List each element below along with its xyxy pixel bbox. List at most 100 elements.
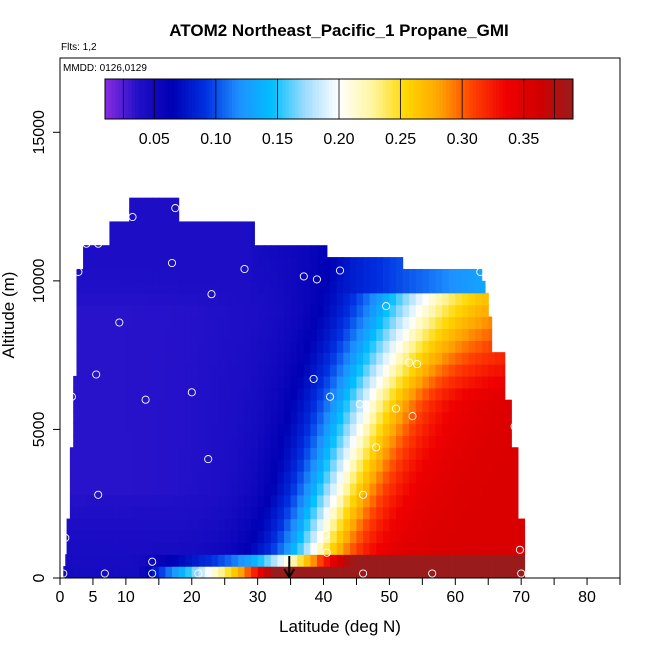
heat-cell (145, 292, 153, 306)
heat-cell (145, 352, 153, 365)
heat-cell (191, 435, 199, 448)
heat-cell (172, 352, 180, 365)
heat-cell (270, 387, 279, 401)
heat-cell (343, 447, 351, 460)
y-tick-label: 10000 (31, 259, 48, 304)
heat-cell (402, 364, 410, 377)
heat-cell (422, 352, 430, 365)
heat-cell (514, 554, 522, 567)
heat-cell (290, 471, 298, 484)
heat-cell (69, 494, 74, 508)
heat-cell (264, 268, 272, 282)
heat-cell (461, 328, 470, 341)
colorbar-swatch (305, 79, 310, 119)
colorbar-swatch (262, 79, 266, 119)
heat-cell (422, 482, 430, 496)
heat-cell (402, 506, 410, 520)
heat-cell (79, 530, 87, 543)
colorbar-swatch (318, 79, 323, 119)
colorbar-swatch (456, 79, 460, 119)
heat-cell (284, 554, 292, 567)
heat-cell (76, 280, 81, 294)
heat-cell (356, 447, 364, 460)
heat-cell (349, 292, 358, 306)
heat-cell (231, 494, 239, 508)
heat-cell (145, 387, 153, 401)
heat-cell (290, 518, 298, 532)
heat-cell (297, 411, 305, 425)
heat-cell (508, 542, 516, 555)
heat-cell (336, 494, 344, 508)
heat-cell (501, 494, 509, 508)
heat-cell (428, 482, 437, 496)
heat-cell (409, 542, 417, 555)
heat-cell (79, 316, 87, 329)
heat-cell (99, 352, 107, 365)
heat-cell (185, 399, 193, 413)
sample-point (240, 264, 249, 274)
heat-cell (178, 257, 186, 270)
heat-cell (448, 328, 456, 341)
heat-cell (396, 423, 404, 436)
heat-cell (316, 423, 325, 436)
heat-cell (99, 447, 107, 460)
heat-cell (349, 411, 358, 425)
heat-cell (270, 340, 279, 353)
heat-cell (172, 364, 180, 377)
heat-cell (224, 304, 232, 318)
heat-cell (369, 399, 377, 413)
heat-cell (316, 447, 325, 460)
heat-cell (297, 304, 305, 318)
heat-cell (191, 447, 199, 460)
heat-cell (455, 340, 463, 353)
heat-cell (349, 482, 358, 496)
heat-cell (145, 197, 153, 211)
heat-cell (191, 506, 199, 520)
heat-cell (92, 316, 101, 329)
heat-cell (270, 447, 279, 460)
heat-cell (310, 268, 318, 282)
heat-cell (158, 530, 167, 543)
heat-cell (270, 554, 279, 567)
heat-cell (514, 459, 519, 472)
heat-cell (448, 542, 456, 555)
heat-cell (356, 399, 364, 413)
heat-cell (231, 411, 239, 425)
heat-cell (73, 554, 81, 567)
heat-cell (488, 375, 496, 389)
heat-cell (172, 411, 180, 425)
heat-cell (376, 530, 384, 543)
heat-cell (158, 352, 167, 365)
heat-cell (191, 316, 199, 329)
colorbar-swatch (415, 79, 420, 119)
heat-cell (303, 387, 311, 401)
heat-cell (86, 375, 94, 389)
heat-cell (158, 375, 167, 389)
heat-cell (69, 447, 74, 460)
heat-cell (363, 292, 371, 306)
heat-cell (251, 364, 259, 377)
heat-cell (106, 364, 114, 377)
heat-cell (442, 518, 450, 532)
heat-cell (152, 292, 160, 306)
heat-cell (191, 518, 199, 532)
heat-cell (244, 375, 252, 389)
heat-cell (461, 292, 470, 306)
heat-cell (99, 245, 107, 258)
heat-cell (132, 459, 140, 472)
heat-cell (185, 364, 193, 377)
heat-cell (165, 364, 173, 377)
heat-cell (468, 352, 476, 365)
heat-cell (389, 518, 397, 532)
heat-cell (139, 364, 147, 377)
heat-cell (343, 280, 351, 294)
heat-cell (158, 554, 167, 567)
heat-cell (448, 506, 456, 520)
heat-cell (442, 399, 450, 413)
heat-cell (172, 447, 180, 460)
heat-cell (422, 280, 430, 294)
heat-cell (290, 554, 298, 567)
heat-cell (415, 411, 423, 425)
heat-cell (389, 530, 397, 543)
heat-cell (428, 328, 437, 341)
